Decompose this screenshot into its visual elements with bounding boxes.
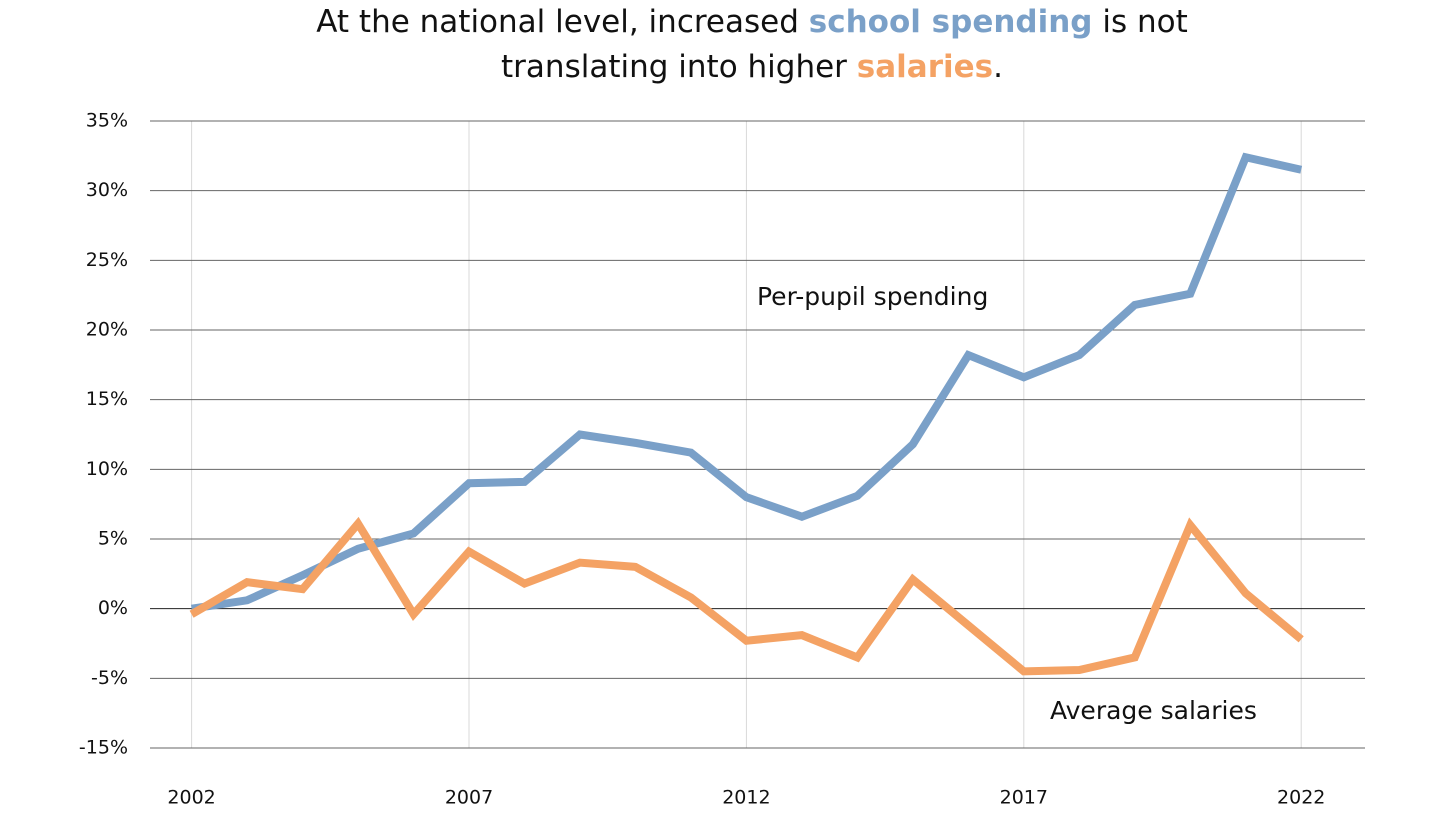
title-part: At the national level, increased [316, 4, 809, 40]
x-tick-label: 2022 [1277, 787, 1325, 809]
y-tick-label: -5% [91, 667, 128, 689]
y-tick-label: 0% [98, 597, 128, 619]
x-tick-label: 2007 [445, 787, 493, 809]
title-part: translating into higher [501, 49, 857, 85]
title-part: . [993, 49, 1003, 85]
series-label: Average salaries [1050, 696, 1257, 725]
y-tick-label: 30% [86, 179, 128, 201]
y-tick-label: 15% [86, 388, 128, 410]
title-part: school spending [809, 4, 1093, 40]
x-tick-label: 2002 [167, 787, 215, 809]
title-part: is not [1093, 4, 1188, 40]
series-label: Per-pupil spending [757, 282, 988, 311]
series-line [189, 516, 1304, 676]
chart-title: translating into higher salaries. [501, 49, 1003, 85]
y-tick-label: 20% [86, 319, 128, 341]
y-tick-label: -15% [79, 737, 128, 759]
y-tick-label: 5% [98, 528, 128, 550]
y-tick-label: 25% [86, 249, 128, 271]
x-tick-label: 2012 [722, 787, 770, 809]
title-part: salaries [857, 49, 993, 85]
y-tick-label: 10% [86, 458, 128, 480]
y-tick-label: 35% [86, 110, 128, 132]
x-tick-label: 2017 [1000, 787, 1048, 809]
series-line [191, 152, 1303, 613]
chart-title: At the national level, increased school … [316, 4, 1188, 40]
